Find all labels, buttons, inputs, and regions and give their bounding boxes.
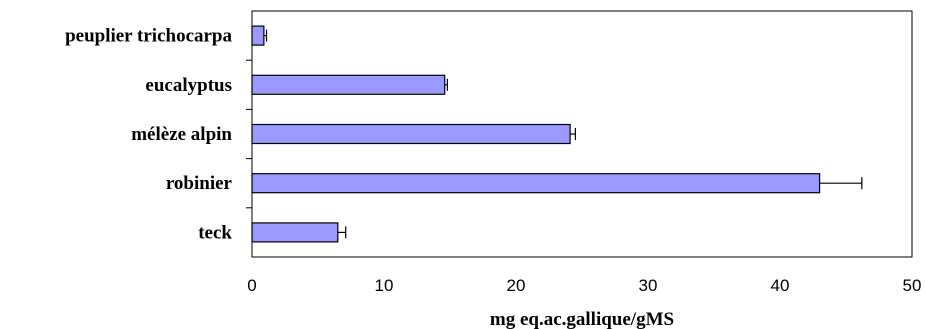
x-axis-title: mg eq.ac.gallique/gMS [490, 309, 674, 329]
bar [251, 74, 446, 95]
category-label: teck [198, 222, 232, 243]
x-tick-label: 0 [247, 276, 256, 295]
labels-layer: peuplier trichocarpa eucalyptus mélèze alp… [65, 26, 921, 295]
x-tick-label: 50 [903, 276, 922, 295]
bars-layer [251, 25, 863, 243]
bar [251, 173, 821, 194]
bar [251, 123, 571, 145]
x-tick-label: 40 [771, 276, 790, 295]
category-label: mélèze alpin [131, 124, 232, 145]
category-label: peuplier trichocarpa [65, 26, 232, 47]
x-tick-label: 30 [639, 276, 658, 295]
bar [251, 222, 339, 243]
category-label: robinier [166, 173, 233, 194]
bar [251, 25, 265, 46]
x-tick-label: 10 [375, 276, 394, 295]
category-label: eucalyptus [145, 75, 232, 96]
x-tick-label: 20 [507, 276, 526, 295]
ticks-layer [246, 59, 252, 209]
